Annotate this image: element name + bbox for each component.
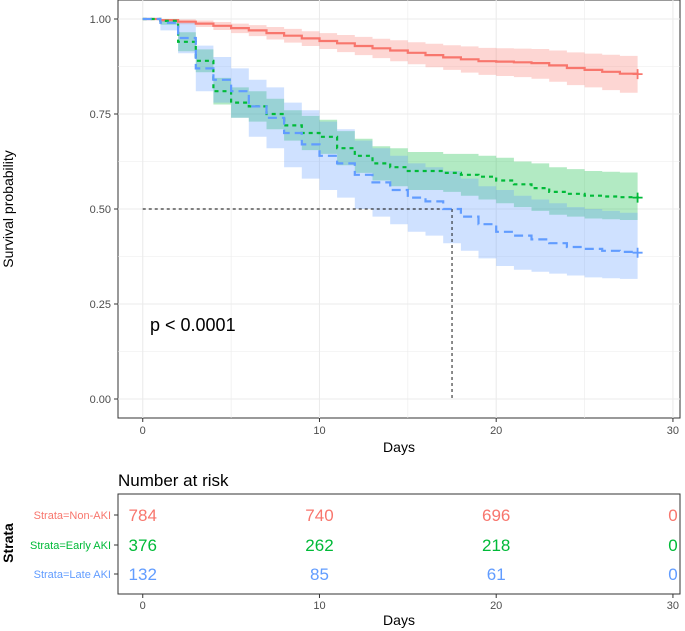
risk-x-tick-label: 0 xyxy=(140,600,146,612)
ci-band-non-aki xyxy=(142,19,638,94)
risk-table-border xyxy=(117,493,681,595)
risk-cell: 0 xyxy=(668,536,677,555)
y-tick-label: 0.00 xyxy=(90,394,111,406)
p-value-annotation: p < 0.0001 xyxy=(150,315,236,335)
risk-cell: 85 xyxy=(310,565,329,584)
risk-table-cells: 784 740 696 0 376 262 218 0 132 85 61 0 xyxy=(129,506,678,584)
risk-x-tick-label: 30 xyxy=(667,600,679,612)
risk-table-row-labels: Strata=Non-AKI Strata=Early AKI Strata=Lat… xyxy=(30,510,118,581)
km-censor-marks xyxy=(632,69,643,258)
y-tick-label: 0.25 xyxy=(90,299,111,311)
y-tick-label: 0.75 xyxy=(90,109,111,121)
risk-cell: 61 xyxy=(487,565,506,584)
x-tick-label: 0 xyxy=(140,425,146,437)
ci-band-early-aki xyxy=(142,19,638,221)
median-survival-lines xyxy=(142,208,453,399)
km-plot-panel: p < 0.0001 0.000.250.500.751.00 0 10 20 30 … xyxy=(0,0,681,455)
km-confidence-bands xyxy=(142,19,638,280)
censor-mark-late-aki xyxy=(632,247,643,258)
risk-row-label: Strata=Non-AKI xyxy=(34,510,111,522)
risk-cell: 218 xyxy=(482,536,510,555)
y-tick-label: 0.50 xyxy=(90,204,111,216)
km-curves xyxy=(142,17,639,253)
risk-cell: 0 xyxy=(668,565,677,584)
risk-x-tick-label: 10 xyxy=(313,600,325,612)
km-y-axis-label: Survival probability xyxy=(0,150,16,268)
risk-table-panel: Number at risk 784 740 696 0 376 262 218 0 132 85… xyxy=(0,471,681,628)
risk-cell: 376 xyxy=(129,536,157,555)
risk-y-axis-label: Strata xyxy=(0,523,16,563)
risk-cell: 740 xyxy=(305,506,333,525)
risk-x-axis-label: Days xyxy=(383,612,415,628)
risk-cell: 132 xyxy=(129,565,157,584)
risk-cell: 784 xyxy=(129,506,157,525)
x-tick-label: 10 xyxy=(313,425,325,437)
risk-cell: 262 xyxy=(305,536,333,555)
risk-cell: 0 xyxy=(668,506,677,525)
y-tick-label: 1.00 xyxy=(90,14,111,26)
x-tick-label: 20 xyxy=(490,425,502,437)
risk-row-label: Strata=Late AKI xyxy=(34,569,111,581)
risk-cell: 696 xyxy=(482,506,510,525)
ci-band-late-aki xyxy=(142,19,638,280)
x-tick-label: 30 xyxy=(667,425,679,437)
censor-mark-non-aki xyxy=(632,69,643,80)
risk-table-title: Number at risk xyxy=(118,471,229,490)
curve-early-aki xyxy=(142,17,639,199)
km-x-ticks: 0 10 20 30 xyxy=(140,418,679,437)
risk-x-ticks: 0 10 20 30 xyxy=(140,594,679,612)
risk-row-label: Strata=Early AKI xyxy=(30,540,111,552)
risk-x-tick-label: 20 xyxy=(490,600,502,612)
km-y-ticks: 0.00 0.25 0.50 0.75 1.00 xyxy=(90,14,118,406)
censor-mark-early-aki xyxy=(632,192,643,203)
km-x-axis-label: Days xyxy=(383,439,415,455)
curve-non-aki xyxy=(142,17,639,75)
